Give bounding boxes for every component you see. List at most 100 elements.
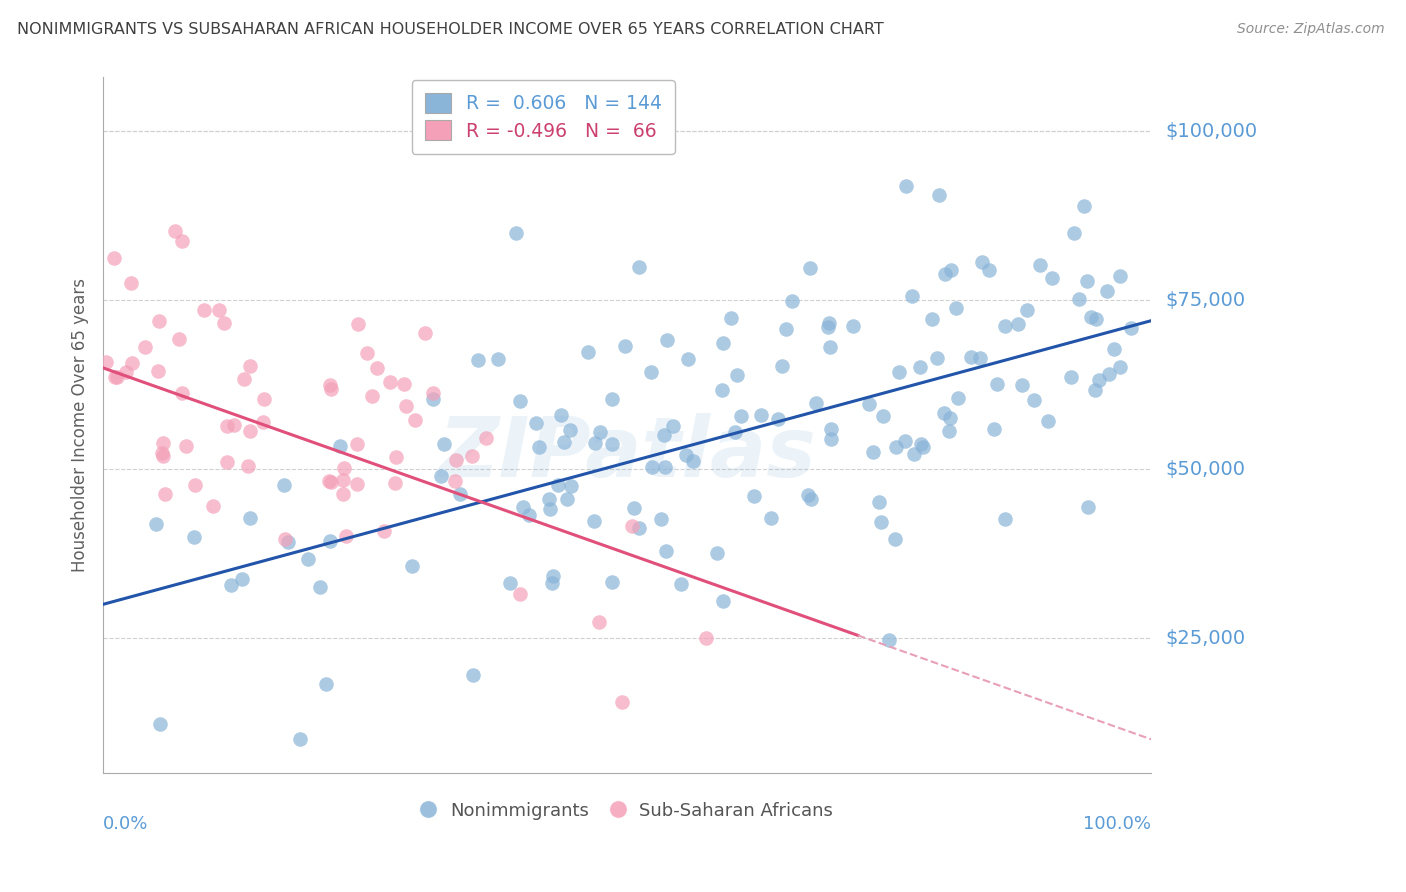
- Point: [392, 377, 415, 392]
- Y-axis label: Householder Income Over 65 years: Householder Income Over 65 years: [72, 278, 89, 573]
- Point: [912, 440, 935, 454]
- Point: [395, 399, 418, 413]
- Point: [650, 511, 672, 525]
- Point: [623, 501, 645, 516]
- Text: 100.0%: 100.0%: [1084, 815, 1152, 833]
- Text: $25,000: $25,000: [1166, 629, 1246, 648]
- Point: [202, 499, 225, 513]
- Point: [770, 359, 793, 374]
- Point: [932, 406, 955, 420]
- Point: [887, 365, 910, 379]
- Point: [841, 318, 863, 333]
- Point: [239, 425, 262, 439]
- Point: [384, 450, 406, 464]
- Point: [1073, 199, 1095, 213]
- Point: [1097, 367, 1119, 381]
- Point: [332, 487, 354, 501]
- Point: [150, 446, 173, 460]
- Point: [640, 365, 662, 379]
- Point: [146, 363, 169, 377]
- Point: [404, 412, 426, 426]
- Point: [553, 434, 575, 449]
- Point: [290, 732, 312, 747]
- Point: [818, 316, 841, 330]
- Point: [277, 534, 299, 549]
- Point: [669, 577, 692, 591]
- Point: [321, 475, 343, 490]
- Point: [273, 532, 295, 546]
- Point: [236, 458, 259, 473]
- Point: [460, 449, 482, 463]
- Point: [467, 352, 489, 367]
- Point: [172, 386, 194, 401]
- Point: [589, 425, 612, 439]
- Point: [463, 668, 485, 682]
- Point: [858, 397, 880, 411]
- Point: [1077, 500, 1099, 515]
- Point: [796, 488, 818, 502]
- Text: Source: ZipAtlas.com: Source: ZipAtlas.com: [1237, 22, 1385, 37]
- Point: [910, 436, 932, 450]
- Point: [356, 346, 378, 360]
- Point: [430, 468, 453, 483]
- Point: [231, 572, 253, 586]
- Point: [928, 188, 950, 202]
- Point: [422, 392, 444, 406]
- Point: [1084, 384, 1107, 398]
- Point: [208, 303, 231, 318]
- Point: [541, 569, 564, 583]
- Point: [1109, 359, 1132, 374]
- Point: [517, 508, 540, 522]
- Point: [560, 423, 582, 437]
- Point: [706, 546, 728, 560]
- Point: [120, 276, 142, 290]
- Point: [319, 382, 342, 396]
- Point: [547, 477, 569, 491]
- Point: [655, 543, 678, 558]
- Point: [896, 179, 918, 194]
- Point: [994, 319, 1017, 334]
- Point: [145, 517, 167, 532]
- Point: [576, 345, 599, 359]
- Point: [499, 576, 522, 591]
- Point: [413, 326, 436, 341]
- Point: [239, 359, 262, 374]
- Point: [799, 260, 821, 275]
- Point: [682, 454, 704, 468]
- Point: [818, 340, 841, 354]
- Point: [486, 351, 509, 366]
- Point: [903, 446, 925, 460]
- Point: [614, 339, 637, 353]
- Point: [804, 396, 827, 410]
- Point: [1015, 302, 1038, 317]
- Point: [444, 453, 467, 467]
- Point: [170, 234, 193, 248]
- Point: [588, 615, 610, 629]
- Point: [927, 351, 949, 365]
- Point: [153, 487, 176, 501]
- Point: [945, 301, 967, 315]
- Point: [946, 391, 969, 405]
- Point: [654, 460, 676, 475]
- Point: [862, 445, 884, 459]
- Point: [610, 695, 633, 709]
- Text: $100,000: $100,000: [1166, 122, 1257, 141]
- Point: [711, 383, 734, 397]
- Point: [233, 372, 256, 386]
- Point: [422, 385, 444, 400]
- Point: [329, 439, 352, 453]
- Point: [768, 412, 790, 426]
- Point: [934, 268, 956, 282]
- Point: [628, 521, 651, 535]
- Point: [1102, 342, 1125, 356]
- Point: [114, 365, 136, 379]
- Point: [1080, 310, 1102, 325]
- Text: 0.0%: 0.0%: [103, 815, 149, 833]
- Point: [560, 479, 582, 493]
- Point: [775, 321, 797, 335]
- Point: [969, 351, 991, 365]
- Point: [600, 437, 623, 451]
- Point: [332, 473, 354, 487]
- Point: [1040, 271, 1063, 285]
- Point: [332, 460, 354, 475]
